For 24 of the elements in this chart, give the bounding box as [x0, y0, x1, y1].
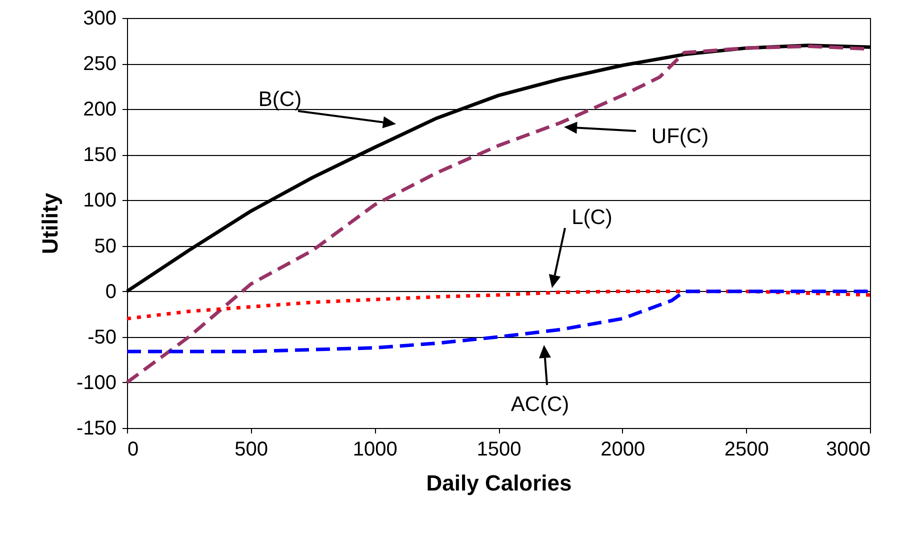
line-series	[125, 290, 872, 320]
x-tick-label: 1000	[352, 438, 398, 460]
y-tick-label: 300	[83, 8, 116, 30]
y-tick-label: -150	[76, 418, 116, 440]
x-tick-label: 500	[234, 438, 268, 460]
x-tick-label: 3000	[826, 438, 870, 460]
annotation: L(C)	[572, 206, 612, 229]
x-tick-label: 2500	[724, 438, 769, 460]
x-axis-title: Daily Calories	[426, 470, 572, 496]
y-tick-label: 50	[94, 235, 116, 258]
annotation: B(C)	[258, 88, 302, 111]
y-axis-title: Utility	[37, 192, 62, 254]
annotation: AC(C)	[510, 393, 570, 416]
y-tick-label: -50	[88, 326, 116, 348]
y-tick-label: 250	[83, 53, 116, 76]
annotation: UF(C)	[651, 125, 709, 148]
y-tick-label: 150	[83, 144, 116, 166]
y-tick-label: 0	[105, 280, 116, 303]
y-tick-label: 100	[83, 190, 116, 212]
y-tick-label: 200	[83, 98, 116, 121]
x-tick-label: 2000	[600, 438, 646, 460]
x-tick-label: 1500	[476, 438, 522, 460]
y-tick-label: -100	[76, 372, 116, 394]
x-tick-label: 0	[128, 438, 139, 460]
